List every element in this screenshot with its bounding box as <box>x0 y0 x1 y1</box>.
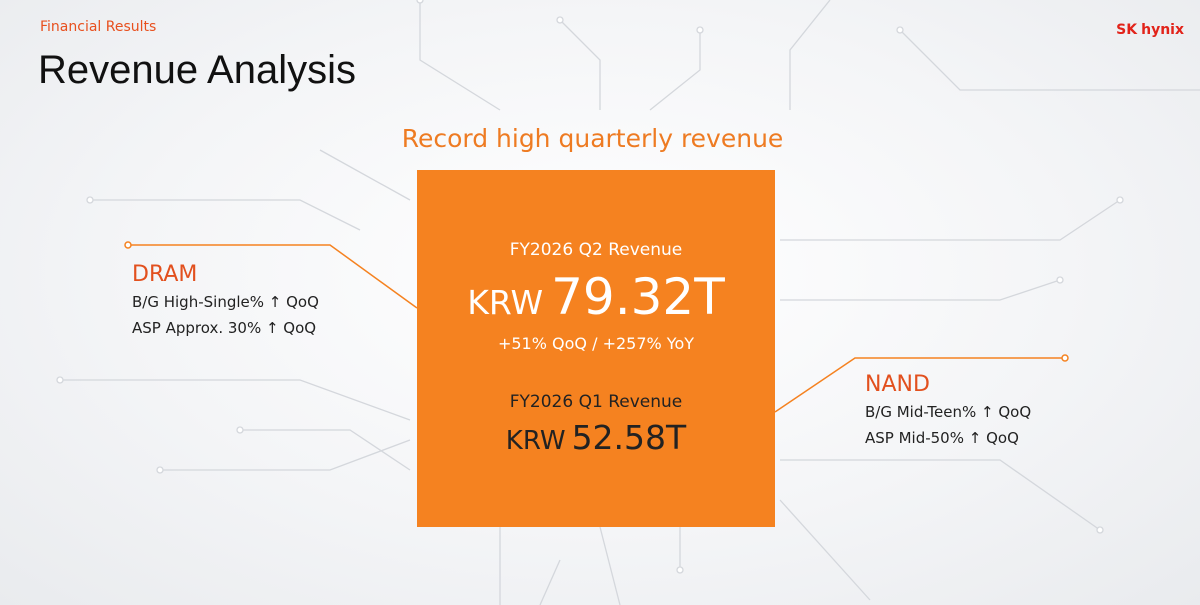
circuit-node <box>236 426 244 434</box>
circuit-line <box>649 30 701 111</box>
circuit-line <box>899 29 1200 91</box>
circuit-line <box>780 199 1121 241</box>
circuit-line <box>160 439 411 471</box>
circuit-node <box>1056 276 1064 284</box>
circuit-line <box>90 199 361 231</box>
circuit-line <box>240 429 411 471</box>
circuit-node <box>416 0 424 4</box>
circuit-lines <box>60 0 1200 605</box>
circuit-line <box>779 499 871 601</box>
logo-brand: SK <box>1116 22 1138 38</box>
circuit-line <box>419 0 501 111</box>
segment-line: B/G High-Single% ↑ QoQ <box>132 293 319 311</box>
segment-name: NAND <box>865 372 930 397</box>
previous-amount: KRW 52.58T <box>417 418 775 457</box>
circuit-line <box>780 459 1101 531</box>
callout-lines <box>124 241 1069 413</box>
current-amount: KRW 79.32T <box>417 268 775 326</box>
nand-block: NAND B/G Mid-Teen% ↑ QoQ ASP Mid-50% ↑ Q… <box>865 372 1031 447</box>
logo-name: hynix <box>1141 22 1184 38</box>
segment-line: ASP Approx. 30% ↑ QoQ <box>132 319 317 337</box>
growth: +51% QoQ / +257% YoY <box>497 334 695 353</box>
circuit-line <box>599 526 621 605</box>
circuit-line <box>539 559 561 605</box>
currency: KRW <box>505 426 566 456</box>
amount: 52.58T <box>571 418 687 457</box>
logo: SK hynix <box>1116 22 1184 38</box>
currency: KRW <box>467 283 544 322</box>
circuit-node <box>1116 196 1124 204</box>
slide-title: Revenue Analysis <box>38 48 356 92</box>
amount: 79.32T <box>551 268 725 326</box>
circuit-node <box>896 26 904 34</box>
circuit-node <box>676 566 684 574</box>
headline: Record high quarterly revenue <box>401 124 784 153</box>
circuit-nodes <box>56 0 1124 574</box>
circuit-line <box>789 0 831 110</box>
circuit-node <box>156 466 164 474</box>
circuit-line <box>780 279 1061 301</box>
dram-callout <box>128 244 418 309</box>
dram-block: DRAM B/G High-Single% ↑ QoQ ASP Approx. … <box>132 262 319 337</box>
nand-callout <box>774 357 1065 413</box>
circuit-node <box>556 16 564 24</box>
previous-label: FY2026 Q1 Revenue <box>509 392 683 412</box>
current-label: FY2026 Q2 Revenue <box>509 240 683 260</box>
circuit-line <box>559 19 601 110</box>
circuit-node <box>696 26 704 34</box>
section-label: Financial Results <box>40 19 157 35</box>
segment-line: ASP Mid-50% ↑ QoQ <box>865 429 1019 447</box>
circuit-node <box>56 376 64 384</box>
segment-line: B/G Mid-Teen% ↑ QoQ <box>865 403 1032 421</box>
callout-dot <box>1061 354 1069 362</box>
circuit-node <box>1096 526 1104 534</box>
callout-dot <box>124 241 132 249</box>
circuit-node <box>86 196 94 204</box>
circuit-line <box>60 379 411 421</box>
circuit-line <box>319 149 411 201</box>
segment-name: DRAM <box>132 262 198 287</box>
revenue-box: FY2026 Q2 Revenue KRW 79.32T +51% QoQ / +… <box>417 170 775 527</box>
